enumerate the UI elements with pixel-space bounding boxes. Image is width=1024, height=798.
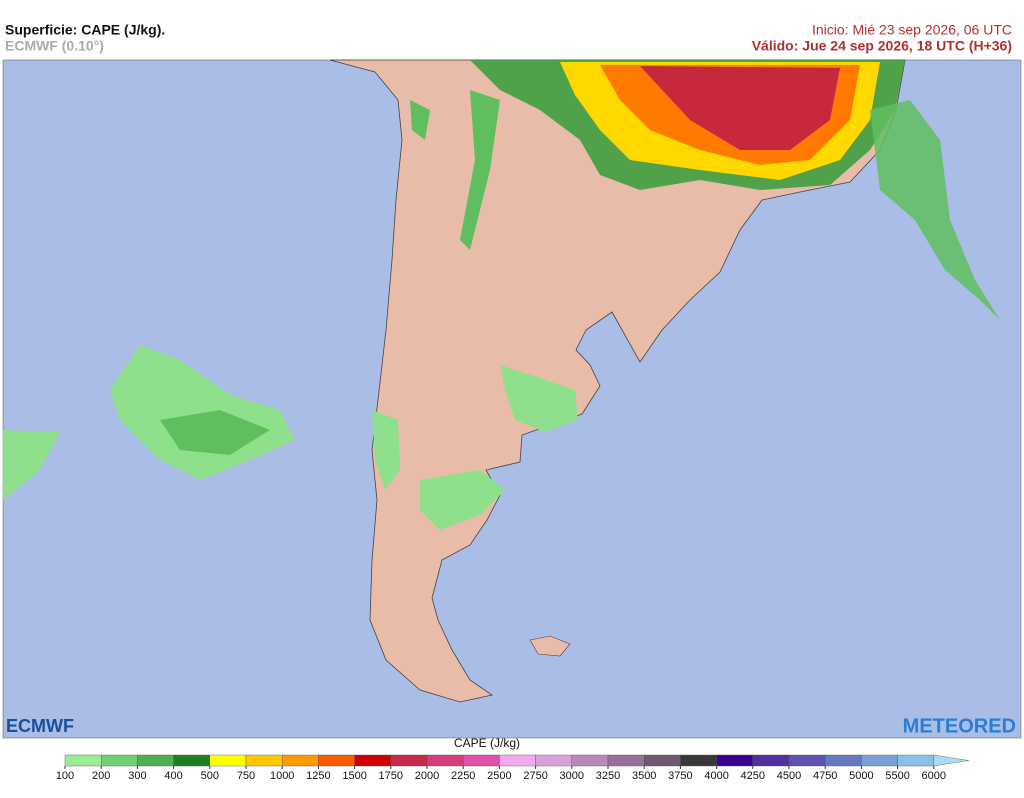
legend-tick-label: 2000: [415, 770, 439, 782]
legend: 100 200 300 400 500 750 1000 1250 1500 1750 2000 22…: [56, 754, 969, 782]
legend-tick-label: 3500: [632, 770, 656, 782]
cape-chile: [372, 410, 400, 490]
logo-ecmwf: ECMWF: [6, 716, 74, 736]
legend-box: [354, 754, 392, 767]
legend-arrow: [933, 754, 969, 767]
legend-box: [64, 754, 102, 767]
init-time: Inicio: Mié 23 sep 2026, 06 UTC: [812, 22, 1012, 38]
legend-tick-label: 300: [128, 770, 146, 782]
logo-meteored: METEORED: [903, 715, 1016, 737]
legend-tick-label: 5000: [849, 770, 873, 782]
legend-box: [173, 754, 211, 767]
cape-east-green: [870, 100, 1000, 320]
legend-box: [282, 754, 319, 767]
legend-box: [607, 754, 645, 767]
legend-box: [571, 754, 609, 767]
cape-ocean-blob: [110, 345, 295, 480]
legend-box: [788, 754, 826, 767]
legend-box: [499, 754, 536, 767]
legend-box: [752, 754, 790, 767]
legend-tick-label: 1000: [270, 770, 294, 782]
legend-tick-label: 4750: [813, 770, 837, 782]
legend-tick-label: 750: [237, 770, 255, 782]
model: ECMWF (0.10°): [5, 38, 104, 54]
cape-north-red: [640, 66, 840, 150]
map: [2, 59, 1022, 739]
legend-tick-label: 400: [164, 770, 182, 782]
legend-tick-label: 100: [56, 770, 74, 782]
valid-time: Válido: Jue 24 sep 2026, 18 UTC (H+36): [752, 38, 1012, 54]
legend-tick-label: 1500: [342, 770, 366, 782]
legend-box: [245, 754, 283, 767]
legend-tick-label: 4000: [704, 770, 728, 782]
legend-box: [535, 754, 572, 767]
legend-tick-label: 3750: [668, 770, 692, 782]
legend-box: [318, 754, 355, 767]
legend-box: [209, 754, 247, 767]
legend-tick-label: 5500: [885, 770, 909, 782]
legend-label: CAPE (J/kg): [454, 736, 520, 750]
legend-tick-label: 500: [201, 770, 219, 782]
legend-tick-label: 3250: [596, 770, 620, 782]
legend-tick-label: 200: [92, 770, 110, 782]
legend-box: [100, 754, 138, 767]
cape-andes: [410, 90, 500, 250]
legend-box: [137, 754, 174, 767]
legend-box: [426, 754, 464, 767]
cape-west-blob: [3, 430, 60, 500]
title: Superficie: CAPE (J/kg).: [5, 22, 165, 38]
cape-pampa: [500, 365, 578, 432]
legend-box: [680, 754, 717, 767]
legend-box: [897, 754, 934, 767]
legend-box: [463, 754, 500, 767]
legend-tick-label: 4250: [741, 770, 765, 782]
falklands: [529, 635, 571, 657]
legend-tick-label: 2250: [451, 770, 475, 782]
legend-tick-label: 3000: [560, 770, 584, 782]
legend-tick-label: 2750: [523, 770, 547, 782]
legend-tick-label: 1750: [379, 770, 403, 782]
legend-box: [390, 754, 428, 767]
cape-patagonia: [420, 470, 505, 530]
legend-box: [825, 754, 862, 767]
legend-tick-label: 6000: [922, 770, 946, 782]
legend-tick-label: 2500: [487, 770, 511, 782]
legend-box: [644, 754, 681, 767]
legend-tick-label: 4500: [777, 770, 801, 782]
cape-ocean-core: [160, 410, 270, 455]
legend-tick-label: 1250: [306, 770, 330, 782]
legend-box: [861, 754, 898, 767]
legend-box: [716, 754, 753, 767]
